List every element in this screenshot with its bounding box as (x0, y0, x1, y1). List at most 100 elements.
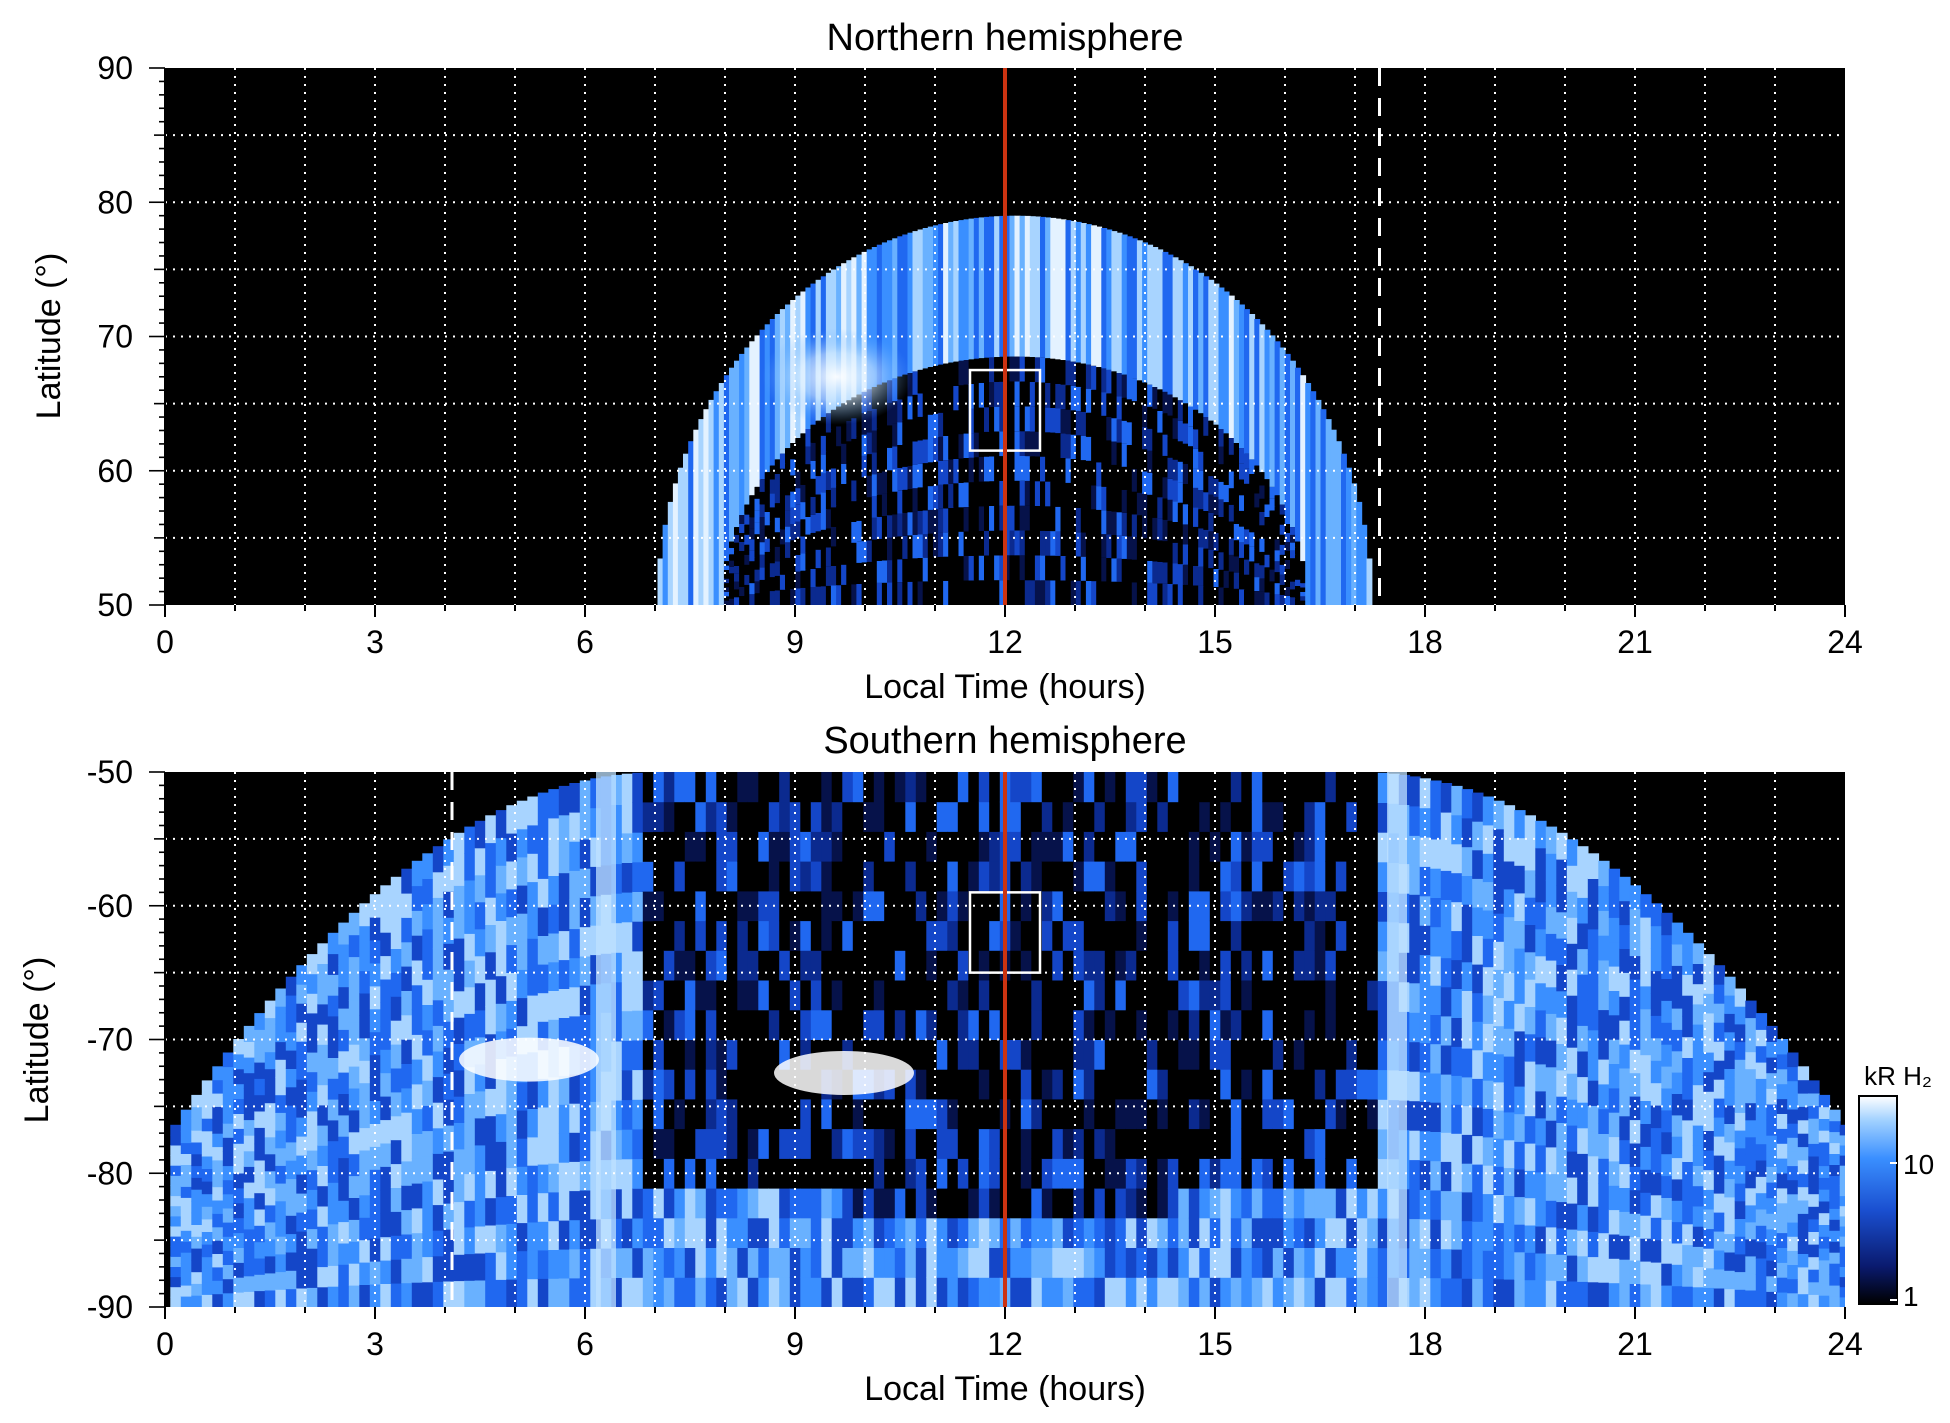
emission-cell (1818, 1212, 1831, 1225)
emission-cell (1188, 1039, 1201, 1070)
emission-cell (1650, 1239, 1663, 1263)
cap-speckle (1233, 491, 1240, 508)
emission-cell (516, 913, 529, 942)
cap-speckle (729, 548, 735, 555)
emission-cell (537, 1221, 550, 1251)
emission-cell (369, 1261, 382, 1285)
emission-cell (642, 891, 655, 922)
emission-cell (737, 950, 749, 981)
emission-cell (380, 932, 392, 957)
cap-speckle (1065, 360, 1072, 386)
oval-segment (1040, 216, 1046, 358)
emission-cell (873, 1128, 886, 1159)
emission-cell (1766, 1041, 1778, 1058)
emission-cell (1808, 1193, 1820, 1207)
emission-cell (1808, 1143, 1820, 1157)
emission-cell (884, 1039, 896, 1070)
emission-cell (411, 1133, 424, 1159)
emission-cell (1524, 1033, 1536, 1062)
emission-cell (1073, 1009, 1085, 1040)
cap-speckle (779, 574, 786, 590)
emission-cell (1608, 1014, 1621, 1040)
cap-speckle (1249, 590, 1256, 605)
emission-cell (989, 1069, 1001, 1100)
cap-speckle (963, 360, 970, 385)
emission-cell (474, 1144, 487, 1173)
emission-cell (705, 861, 718, 892)
emission-cell (821, 920, 833, 951)
emission-cell (1409, 1277, 1421, 1307)
emission-cell (978, 920, 991, 951)
emission-cell (1325, 1158, 1337, 1189)
cap-speckle (1279, 584, 1286, 595)
emission-cell (1367, 920, 1379, 951)
emission-cell (821, 1247, 833, 1278)
emission-cell (1839, 1165, 1845, 1176)
oval-segment (677, 467, 684, 605)
cap-speckle (1060, 458, 1067, 483)
emission-cell (800, 801, 812, 832)
emission-cell (1094, 950, 1106, 981)
cap-speckle (1055, 383, 1062, 409)
emission-cell (558, 872, 571, 903)
emission-cell (474, 874, 487, 903)
emission-cell (1692, 1246, 1705, 1268)
emission-cell (653, 890, 665, 922)
emission-cell (222, 1236, 235, 1251)
cap-speckle (887, 537, 893, 561)
cap-speckle (1264, 592, 1271, 605)
cap-speckle (876, 516, 883, 539)
emission-cell (1136, 1098, 1148, 1130)
emission-cell (212, 1240, 224, 1254)
emission-cell (1146, 1069, 1159, 1100)
emission-cell (1545, 1280, 1558, 1307)
emission-cell (590, 1013, 602, 1044)
emission-cell (1661, 978, 1673, 1001)
emission-cell (663, 1098, 676, 1130)
emission-cell (317, 963, 329, 985)
emission-cell (695, 772, 707, 803)
emission-cell (611, 1218, 623, 1249)
emission-cell (243, 1275, 256, 1292)
cap-speckle (825, 585, 832, 605)
oval-segment (708, 399, 715, 605)
emission-cell (1199, 1098, 1211, 1130)
emission-cell (432, 1127, 445, 1154)
emission-cell (1619, 876, 1631, 902)
oval-segment (922, 228, 929, 369)
emission-cell (737, 1098, 749, 1130)
cap-speckle (795, 521, 802, 539)
emission-cell (653, 861, 665, 892)
cap-speckle (1126, 513, 1133, 537)
cap-speckle (1254, 479, 1261, 494)
emission-cell (390, 900, 403, 926)
emission-cell (222, 1066, 235, 1082)
cap-speckle (999, 505, 1006, 531)
emission-cell (1482, 995, 1495, 1024)
emission-cell (1293, 1128, 1306, 1159)
emission-cell (1104, 1188, 1117, 1219)
x-tick-label: 18 (1407, 624, 1443, 660)
emission-cell (180, 1252, 193, 1264)
emission-cell (1188, 1247, 1201, 1278)
cap-speckle (897, 513, 904, 537)
emission-cell (338, 1136, 350, 1159)
emission-cell (653, 1158, 665, 1189)
cap-speckle (1014, 555, 1021, 581)
cap-speckle (744, 544, 751, 555)
emission-cell (254, 1274, 266, 1292)
emission-cell (443, 865, 455, 892)
emission-cell (821, 831, 833, 862)
emission-cell (936, 1098, 948, 1130)
cap-speckle (744, 524, 751, 535)
emission-cell (926, 1217, 938, 1248)
emission-cell (989, 831, 1001, 862)
cap-speckle (1259, 498, 1266, 512)
emission-cell (317, 1185, 329, 1207)
emission-cell (1409, 776, 1421, 807)
emission-cell (1409, 894, 1421, 925)
cap-speckle (820, 511, 827, 530)
emission-cell (1052, 980, 1064, 1011)
emission-cell (1356, 801, 1369, 832)
